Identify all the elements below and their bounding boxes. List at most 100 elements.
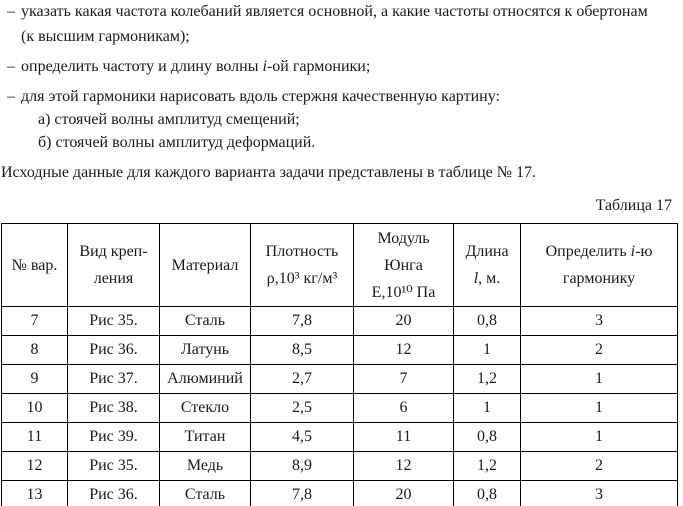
- cell-length: 0,8: [453, 480, 521, 506]
- cell-harmonic: 1: [520, 364, 678, 394]
- header-harmonic-line1: Определить i-ю: [523, 238, 675, 265]
- sub-item-b-text: б) стоячей волны амплитуд деформаций.: [38, 134, 316, 151]
- cell-variant: 8: [1, 335, 68, 365]
- cell-mount: Рис 38.: [67, 393, 160, 423]
- cell-length: 1: [453, 393, 521, 423]
- cell-young: 7: [353, 364, 454, 394]
- table-caption: Таблица 17: [595, 197, 672, 214]
- table-row-variant-11: 11 Рис 39. Титан 4,5 11 0,8 1: [1, 422, 678, 452]
- table-row-variant-10: 10 Рис 38. Стекло 2,5 6 1 1: [1, 393, 678, 423]
- table-row-variant-12: 12 Рис 35. Медь 8,9 12 1,2 2: [1, 451, 678, 481]
- header-density: Плотность ρ,10³ кг/м³: [250, 223, 354, 307]
- bullet-2-text-post: -ой гармоники;: [266, 58, 371, 75]
- cell-young: 20: [353, 306, 454, 336]
- dash-bullet-marker: –: [7, 3, 15, 20]
- cell-material: Титан: [159, 422, 251, 452]
- cell-young: 11: [353, 422, 454, 452]
- table-row-variant-8: 8 Рис 36. Латунь 8,5 12 1 2: [1, 335, 678, 365]
- bullet-item-3: – для этой гармоники нарисовать вдоль сте…: [7, 87, 500, 106]
- header-density-line2: ρ,10³ кг/м³: [266, 270, 338, 287]
- bullet-item-1-line-2: (к высшим гармоникам);: [21, 27, 190, 46]
- cell-harmonic: 3: [520, 306, 678, 336]
- header-young-line2: Юнга: [384, 256, 423, 274]
- cell-material: Сталь: [159, 480, 251, 506]
- header-young-line1: Модуль: [377, 229, 430, 247]
- bullet-2-text-pre: определить частоту и длину волны: [21, 58, 263, 75]
- bullet-1-text-continuation: (к высшим гармоникам);: [21, 28, 190, 45]
- cell-length: 0,8: [453, 422, 521, 452]
- cell-mount: Рис 35.: [67, 451, 160, 481]
- cell-length: 1: [453, 335, 521, 365]
- header-length: Длина l, м.: [453, 223, 521, 307]
- bullet-item-2: – определить частоту и длину волны i-ой г…: [7, 57, 370, 76]
- cell-harmonic: 2: [520, 335, 678, 365]
- sub-item-b: б) стоячей волны амплитуд деформаций.: [38, 133, 315, 152]
- closing-paragraph-text: Исходные данные для каждого варианта зад…: [1, 164, 537, 181]
- table-row-variant-9: 9 Рис 37. Алюминий 2,7 7 1,2 1: [1, 364, 678, 394]
- header-young-modulus: Модуль Юнга Е,10¹⁰ Па: [353, 223, 454, 307]
- header-length-line2: l, м.: [456, 265, 518, 292]
- sub-item-a-text: а) стоячей волны амплитуд смещений;: [38, 111, 300, 128]
- closing-paragraph: Исходные данные для каждого варианта зад…: [1, 163, 536, 182]
- cell-harmonic: 2: [520, 451, 678, 481]
- cell-density: 2,5: [250, 393, 354, 423]
- cell-mount: Рис 36.: [67, 480, 160, 506]
- cell-density: 8,9: [250, 451, 354, 481]
- cell-mount: Рис 39.: [67, 422, 160, 452]
- table-row-variant-13: 13 Рис 36. Сталь 7,8 20 0,8 3: [1, 480, 678, 506]
- cell-variant: 9: [1, 364, 68, 394]
- header-material: Материал: [159, 223, 251, 307]
- bullet-2-italic-i: i: [262, 58, 267, 75]
- header-harmonic-line2: гармонику: [562, 270, 636, 287]
- bullet-3-text: для этой гармоники нарисовать вдоль стер…: [21, 88, 500, 105]
- cell-material: Сталь: [159, 306, 251, 336]
- cell-young: 12: [353, 335, 454, 365]
- header-density-line1: Плотность: [265, 243, 339, 260]
- dash-bullet-marker: –: [7, 58, 15, 75]
- cell-length: 1,2: [453, 451, 521, 481]
- cell-material: Медь: [159, 451, 251, 481]
- cell-density: 7,8: [250, 480, 354, 506]
- cell-mount: Рис 36.: [67, 335, 160, 365]
- table-header-row: № вар. Вид креп- ления Материал Плотност…: [1, 223, 678, 307]
- cell-variant: 7: [1, 306, 68, 336]
- cell-variant: 11: [1, 422, 68, 452]
- cell-material: Стекло: [159, 393, 251, 423]
- header-length-unit: , м.: [478, 270, 501, 287]
- cell-material: Алюминий: [159, 364, 251, 394]
- header-harmonic-pre: Определить: [545, 243, 631, 260]
- cell-material: Латунь: [159, 335, 251, 365]
- cell-mount: Рис 35.: [67, 306, 160, 336]
- variants-table: № вар. Вид креп- ления Материал Плотност…: [1, 223, 678, 506]
- cell-harmonic: 1: [520, 393, 678, 423]
- dash-bullet-marker: –: [7, 88, 15, 105]
- header-harmonic-italic-i: i: [630, 243, 636, 260]
- cell-variant: 13: [1, 480, 68, 506]
- cell-harmonic: 1: [520, 422, 678, 452]
- header-mount-line2: ления: [93, 270, 134, 287]
- header-harmonic-post: -ю: [635, 243, 653, 260]
- header-mount-type: Вид креп- ления: [67, 223, 160, 307]
- sub-item-a: а) стоячей волны амплитуд смещений;: [38, 110, 300, 129]
- cell-young: 6: [353, 393, 454, 423]
- cell-density: 4,5: [250, 422, 354, 452]
- header-young-line3: Е,10¹⁰ Па: [371, 283, 436, 301]
- header-length-line1: Длина: [465, 243, 509, 260]
- cell-harmonic: 3: [520, 480, 678, 506]
- cell-mount: Рис 37.: [67, 364, 160, 394]
- bullet-1-text: указать какая частота колебаний является…: [21, 3, 648, 20]
- cell-length: 0,8: [453, 306, 521, 336]
- cell-variant: 12: [1, 451, 68, 481]
- header-variant: № вар.: [1, 223, 68, 307]
- cell-young: 12: [353, 451, 454, 481]
- cell-density: 2,7: [250, 364, 354, 394]
- header-mount-line1: Вид креп-: [79, 243, 148, 260]
- cell-length: 1,2: [453, 364, 521, 394]
- header-harmonic: Определить i-ю гармонику: [520, 223, 678, 307]
- header-length-italic-l: l: [473, 270, 479, 287]
- cell-variant: 10: [1, 393, 68, 423]
- cell-young: 20: [353, 480, 454, 506]
- bullet-item-1-line-1: – указать какая частота колебаний являетс…: [7, 2, 648, 21]
- cell-density: 8,5: [250, 335, 354, 365]
- cell-density: 7,8: [250, 306, 354, 336]
